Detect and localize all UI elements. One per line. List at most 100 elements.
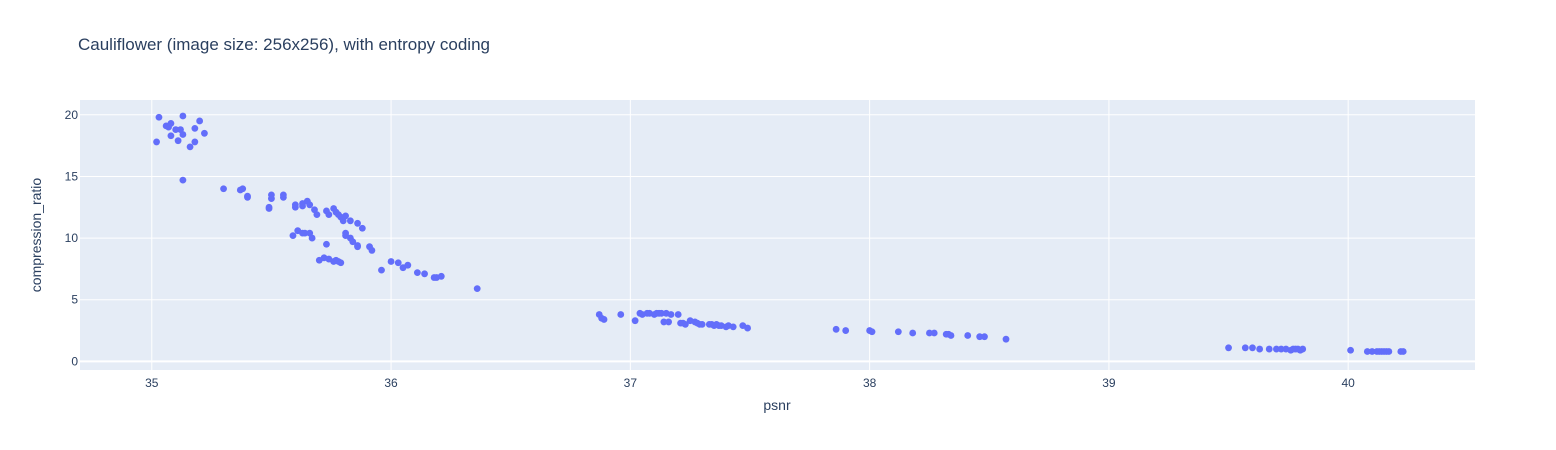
data-point[interactable] [1256, 345, 1264, 353]
x-tick-label: 39 [1102, 376, 1116, 390]
data-point[interactable] [658, 309, 665, 317]
data-point[interactable] [1399, 348, 1407, 355]
data-point[interactable] [201, 129, 208, 137]
data-point[interactable] [842, 327, 850, 334]
x-tick-label: 36 [384, 376, 398, 390]
data-point[interactable] [665, 318, 673, 326]
data-point[interactable] [191, 124, 199, 132]
data-point[interactable] [342, 212, 350, 220]
x-tick-label: 38 [863, 376, 877, 390]
y-tick-label: 5 [71, 293, 78, 307]
data-point[interactable] [832, 325, 840, 333]
data-point[interactable] [413, 269, 421, 277]
data-point[interactable] [354, 219, 361, 227]
data-point[interactable] [179, 131, 187, 138]
y-tick-label: 15 [65, 169, 79, 183]
data-point[interactable] [191, 138, 199, 146]
data-point[interactable] [265, 205, 273, 212]
data-point[interactable] [926, 329, 933, 337]
data-point[interactable] [394, 259, 402, 267]
data-point[interactable] [1368, 348, 1376, 355]
data-point[interactable] [346, 217, 354, 225]
data-point[interactable] [268, 191, 275, 199]
x-tick-label: 40 [1342, 376, 1356, 390]
x-tick-label: 35 [145, 376, 159, 390]
data-point[interactable] [337, 259, 345, 267]
data-point[interactable] [325, 211, 333, 219]
data-point[interactable] [308, 234, 316, 242]
data-point[interactable] [976, 333, 984, 341]
data-point[interactable] [600, 316, 608, 323]
data-point[interactable] [1299, 345, 1307, 353]
data-point[interactable] [660, 318, 668, 326]
data-point[interactable] [473, 285, 481, 293]
data-point[interactable] [404, 261, 412, 269]
data-point[interactable] [323, 240, 330, 248]
data-point[interactable] [349, 238, 357, 246]
tick-labels: 35 36 37 38 39 40 0 5 10 15 20 [65, 108, 1356, 390]
data-point[interactable] [894, 328, 902, 336]
data-point[interactable] [291, 201, 299, 209]
data-point[interactable] [981, 333, 988, 341]
data-point[interactable] [667, 311, 675, 318]
data-point[interactable] [1249, 344, 1256, 352]
data-point[interactable] [1225, 344, 1232, 352]
chart-title: Cauliflower (image size: 256x256), with … [78, 35, 490, 54]
data-point[interactable] [172, 126, 180, 133]
data-point[interactable] [1385, 348, 1393, 355]
data-point[interactable] [437, 272, 445, 280]
data-points[interactable] [153, 112, 1407, 355]
y-tick-label: 20 [65, 108, 79, 122]
data-point[interactable] [964, 332, 972, 339]
data-point[interactable] [167, 120, 175, 127]
data-point[interactable] [179, 176, 187, 184]
data-point[interactable] [909, 329, 917, 337]
data-point[interactable] [368, 247, 376, 254]
data-point[interactable] [239, 185, 247, 193]
data-point[interactable] [174, 137, 182, 145]
data-point[interactable] [279, 191, 287, 199]
data-point[interactable] [301, 229, 309, 237]
data-point[interactable] [729, 323, 737, 331]
data-point[interactable] [421, 270, 428, 278]
data-point[interactable] [1272, 345, 1280, 353]
data-point[interactable] [155, 113, 163, 121]
data-point[interactable] [299, 202, 306, 210]
y-tick-label: 10 [65, 231, 79, 245]
data-point[interactable] [617, 311, 625, 318]
data-point[interactable] [1265, 345, 1273, 353]
data-point[interactable] [868, 328, 876, 336]
data-point[interactable] [631, 317, 639, 325]
data-point[interactable] [153, 138, 160, 146]
data-point[interactable] [930, 329, 938, 337]
data-point[interactable] [387, 258, 395, 265]
data-point[interactable] [744, 324, 751, 332]
data-point[interactable] [354, 243, 361, 251]
gridlines [80, 100, 1475, 370]
data-point[interactable] [306, 201, 314, 209]
data-point[interactable] [358, 224, 366, 232]
data-point[interactable] [698, 320, 706, 328]
data-point[interactable] [378, 266, 385, 274]
x-axis-title: psnr [763, 397, 791, 413]
data-point[interactable] [179, 112, 187, 120]
data-point[interactable] [244, 192, 251, 200]
data-point[interactable] [681, 320, 689, 328]
data-point[interactable] [1002, 335, 1010, 343]
x-tick-label: 37 [624, 376, 638, 390]
data-point[interactable] [1277, 345, 1285, 353]
data-point[interactable] [196, 117, 204, 125]
plot-area [80, 100, 1475, 370]
data-point[interactable] [167, 132, 175, 140]
data-point[interactable] [674, 311, 682, 318]
data-point[interactable] [313, 211, 321, 219]
data-point[interactable] [1363, 348, 1371, 355]
data-point[interactable] [186, 143, 194, 151]
data-point[interactable] [947, 332, 955, 339]
data-point[interactable] [220, 185, 227, 193]
data-point[interactable] [289, 232, 297, 240]
data-point[interactable] [1241, 344, 1249, 352]
data-point[interactable] [1347, 346, 1354, 354]
y-tick-label: 0 [71, 354, 78, 368]
